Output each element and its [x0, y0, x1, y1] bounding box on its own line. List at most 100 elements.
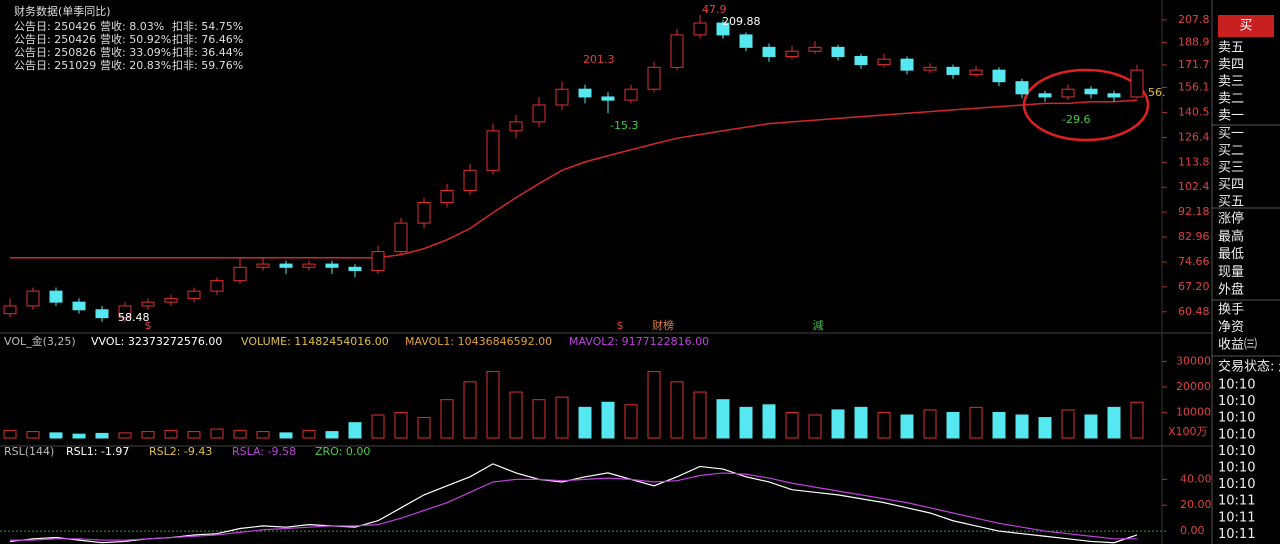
y-tick-label: 126.4: [1178, 130, 1210, 143]
sidebar-item: 外盘: [1218, 282, 1244, 298]
sidebar-item: 净资: [1218, 320, 1244, 335]
y-tick-label: 171.7: [1178, 58, 1210, 71]
vol-header: VVOL: 32373272576.00: [91, 335, 222, 348]
volume-bar: [509, 391, 523, 439]
unit-label: X100万: [1168, 425, 1208, 438]
y-tick-label: 20000: [1176, 380, 1211, 393]
sidebar-item: 收益㈢: [1218, 338, 1257, 353]
buy-button[interactable]: [1218, 15, 1274, 37]
candle-body: [1084, 88, 1098, 95]
vol-header: VOLUME: 11482454016.00: [241, 335, 389, 348]
vol-header: MAVOL2: 9177122816.00: [569, 335, 709, 348]
volume-bar: [210, 428, 224, 439]
candle-body: [693, 22, 707, 36]
annotation: 56.: [1148, 86, 1166, 99]
sidebar-item: 10:10: [1218, 461, 1255, 476]
candle-body: [279, 263, 293, 268]
volume-bar: [233, 429, 247, 439]
sidebar-item: 买二: [1218, 144, 1244, 159]
candle-body: [1107, 93, 1121, 98]
fin-cell: 公告日: 251029: [14, 59, 96, 72]
volume-bar: [601, 401, 615, 439]
volume-bar: [72, 433, 86, 439]
volume-bar: [417, 417, 431, 439]
candle-body: [325, 263, 339, 268]
vol-header: VOL_金(3,25): [4, 334, 76, 348]
sidebar-item: 10:10: [1218, 427, 1255, 442]
fin-cell: 营收: 33.09%: [100, 45, 171, 59]
candle-body: [716, 22, 730, 36]
candle-body: [440, 190, 454, 204]
y-tick-label: 102.4: [1178, 180, 1210, 193]
candle-body: [3, 305, 17, 315]
sidebar-item: 卖二: [1218, 92, 1244, 107]
candle-body: [417, 202, 431, 224]
candle-body: [348, 266, 362, 272]
highlight-circle: [1022, 68, 1150, 142]
candle-body: [371, 251, 385, 272]
volume-bar: [1107, 406, 1121, 439]
volume-bar: [440, 399, 454, 439]
sidebar-item: 10:11: [1218, 510, 1255, 525]
sidebar-item: 10:10: [1218, 394, 1255, 409]
volume-bar: [532, 399, 546, 439]
volume-bar: [923, 409, 937, 439]
volume-bar: [647, 371, 661, 439]
y-tick-label: 156.1: [1178, 81, 1210, 94]
candle-body: [854, 55, 868, 66]
volume-bar: [164, 429, 178, 439]
volume-bar: [739, 406, 753, 439]
fin-cell: 营收: 50.92%: [100, 32, 171, 46]
marker: $: [145, 319, 152, 332]
volume-bar: [187, 431, 201, 439]
buy-button-label[interactable]: 买: [1239, 19, 1252, 34]
candle-body: [118, 305, 132, 319]
rsl-header: RSL2: -9.43: [149, 445, 212, 458]
sidebar-item: 卖五: [1218, 41, 1244, 56]
candle-body: [969, 69, 983, 75]
sidebar-item: 卖四: [1218, 58, 1244, 73]
volume-bar: [900, 414, 914, 439]
volume-bar: [831, 409, 845, 439]
marker: 财榜: [652, 318, 674, 332]
rsl-line: [9, 463, 1138, 544]
volume-bar: [716, 399, 730, 439]
volume-bar: [26, 431, 40, 439]
sidebar-item: 买一: [1218, 127, 1244, 142]
volume-bar: [486, 371, 500, 439]
candle-body: [808, 46, 822, 52]
volume-bar: [877, 411, 891, 439]
volume-bar: [808, 414, 822, 439]
volume-bar: [118, 432, 132, 439]
volume-bar: [624, 404, 638, 439]
candle-body: [1130, 69, 1144, 98]
annotation: 58.48: [118, 311, 150, 324]
y-tick-label: 188.9: [1178, 35, 1210, 48]
candle-body: [95, 309, 109, 319]
sidebar-item: 10:10: [1218, 411, 1255, 426]
fin-cell: 营收: 20.83%: [100, 58, 171, 72]
ma-line: [10, 99, 1138, 259]
sidebar-item: 买四: [1218, 178, 1244, 193]
y-tick-label: 82.96: [1178, 230, 1210, 243]
volume-bar: [992, 411, 1006, 439]
sidebar-item: 买三: [1218, 161, 1244, 176]
volume-bar: [578, 406, 592, 439]
y-tick-label: 74.66: [1178, 255, 1210, 268]
volume-bar: [256, 431, 270, 439]
candle-body: [992, 69, 1006, 83]
candle-body: [49, 290, 63, 303]
candle-body: [164, 297, 178, 303]
fin-cell: 扣非: 76.46%: [172, 32, 243, 46]
candle-body: [555, 88, 569, 106]
fin-title: 财务数据(单季同比): [14, 4, 111, 18]
candle-body: [26, 290, 40, 307]
volume-bar: [670, 381, 684, 439]
annotation: -29.6: [1062, 113, 1090, 126]
rsl-header: RSLA: -9.58: [232, 445, 296, 458]
volume-bar: [969, 406, 983, 439]
sidebar-item: 卖一: [1218, 109, 1244, 124]
candle-body: [923, 66, 937, 71]
candle-body: [210, 280, 224, 292]
